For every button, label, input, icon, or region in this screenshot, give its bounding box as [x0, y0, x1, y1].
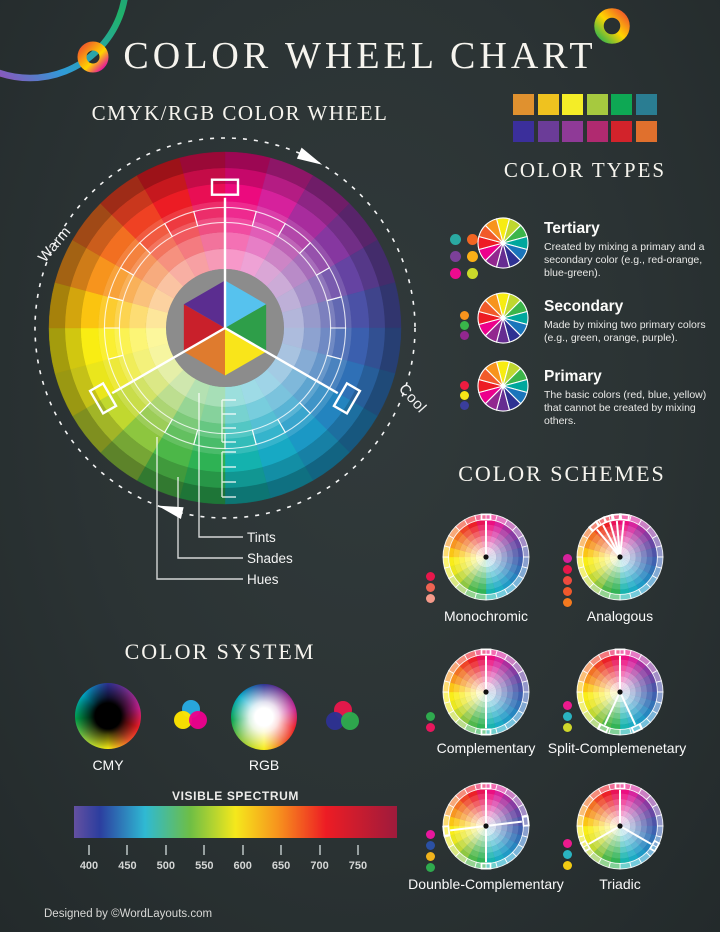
scheme-dots [563, 839, 572, 870]
spectrum-tick: 500 [154, 845, 178, 872]
rgb-venn-icon [326, 701, 360, 732]
spectrum-tick: 750 [346, 845, 370, 872]
type-name: Tertiary [544, 220, 600, 237]
scheme-label: Analogous [586, 608, 654, 624]
mini-color-wheel [442, 513, 530, 601]
spectrum-tick-row: 400 450 500 550 600 650 700 750 [77, 845, 370, 872]
scheme-label: Monochromic [443, 608, 529, 624]
warm-label: Warm [34, 223, 75, 266]
rgb-color-circle [231, 684, 297, 750]
scheme-monochromic-wheel [441, 512, 531, 602]
spectrum-tick: 400 [77, 845, 101, 872]
small-ring-icon [77, 41, 109, 73]
hues-label: Hues [247, 572, 279, 587]
cmy-label: CMY [92, 757, 124, 773]
shades-label: Shades [247, 551, 293, 566]
corner-rainbow-arc [0, 0, 128, 82]
color-wheel-graphic [34, 137, 416, 580]
spectrum-tick: 650 [269, 845, 293, 872]
type-description: Made by mixing two primary colors (e.g.,… [544, 319, 706, 344]
mini-color-wheel [442, 648, 530, 736]
color-type-tertiary: Tertiary Created by mixing a primary and… [448, 212, 718, 284]
type-name: Secondary [544, 298, 624, 315]
type-name: Primary [544, 368, 602, 385]
spectrum-tick: 450 [115, 845, 139, 872]
scheme-complementary-wheel [441, 647, 531, 737]
big-wheel-heading: CMYK/RGB COLOR WHEEL [91, 101, 389, 125]
cmy-color-circle [75, 683, 141, 749]
credit-text: Designed by ©WordLayouts.com [44, 908, 213, 920]
spectrum-tick: 700 [308, 845, 332, 872]
scheme-dots [563, 701, 572, 732]
scheme-dots [563, 554, 572, 607]
scheme-analogous-wheel [575, 512, 665, 602]
color-type-secondary: Secondary Made by mixing two primary col… [448, 285, 718, 357]
color-type-primary: Primary The basic colors (red, blue, yel… [448, 355, 718, 427]
scheme-dots [426, 712, 435, 732]
color-schemes-heading: COLOR SCHEMES [458, 461, 666, 486]
cool-label: Cool [395, 380, 430, 417]
tertiary-wheel-icon [477, 217, 529, 269]
secondary-dots [460, 311, 469, 340]
page-title: COLOR WHEEL CHART [123, 35, 597, 77]
scheme-label: Split-Complemenetary [547, 740, 687, 756]
mini-color-wheel [576, 648, 664, 736]
scheme-dots [426, 830, 435, 872]
tints-label: Tints [247, 530, 276, 545]
spectrum-tick: 600 [231, 845, 255, 872]
mini-color-wheel [576, 513, 664, 601]
primary-dots [460, 381, 469, 410]
scheme-split-complementary-wheel [575, 647, 665, 737]
color-system-heading: COLOR SYSTEM [124, 639, 316, 664]
scheme-double-complementary-wheel [441, 781, 531, 871]
corner-ring-top-right [594, 8, 630, 44]
small-ring-icon [594, 8, 630, 44]
scheme-dots [426, 572, 435, 603]
visible-spectrum-bar [74, 806, 397, 838]
mini-color-wheel [442, 782, 530, 870]
spectrum-tick: 550 [192, 845, 216, 872]
scheme-label: Triadic [599, 876, 641, 892]
visible-spectrum-label: VISIBLE SPECTRUM [172, 789, 299, 803]
color-types-heading: COLOR TYPES [503, 158, 667, 182]
primary-wheel-icon [477, 360, 529, 412]
type-description: Created by mixing a primary and a second… [544, 241, 705, 279]
cmy-venn-icon [174, 700, 208, 731]
palette-swatch-grid [513, 94, 657, 142]
type-description: The basic colors (red, blue, yellow) tha… [544, 389, 707, 427]
scheme-triadic-wheel [575, 781, 665, 871]
scheme-label: Complementary [436, 740, 536, 756]
rgb-label: RGB [248, 757, 280, 773]
arc-circle [0, 0, 128, 82]
cmyk-rgb-color-wheel [25, 128, 425, 608]
secondary-wheel-icon [477, 292, 529, 344]
scheme-label: Dounble-Complementary [408, 876, 564, 892]
tertiary-dots [450, 234, 478, 279]
mini-color-wheel [576, 782, 664, 870]
